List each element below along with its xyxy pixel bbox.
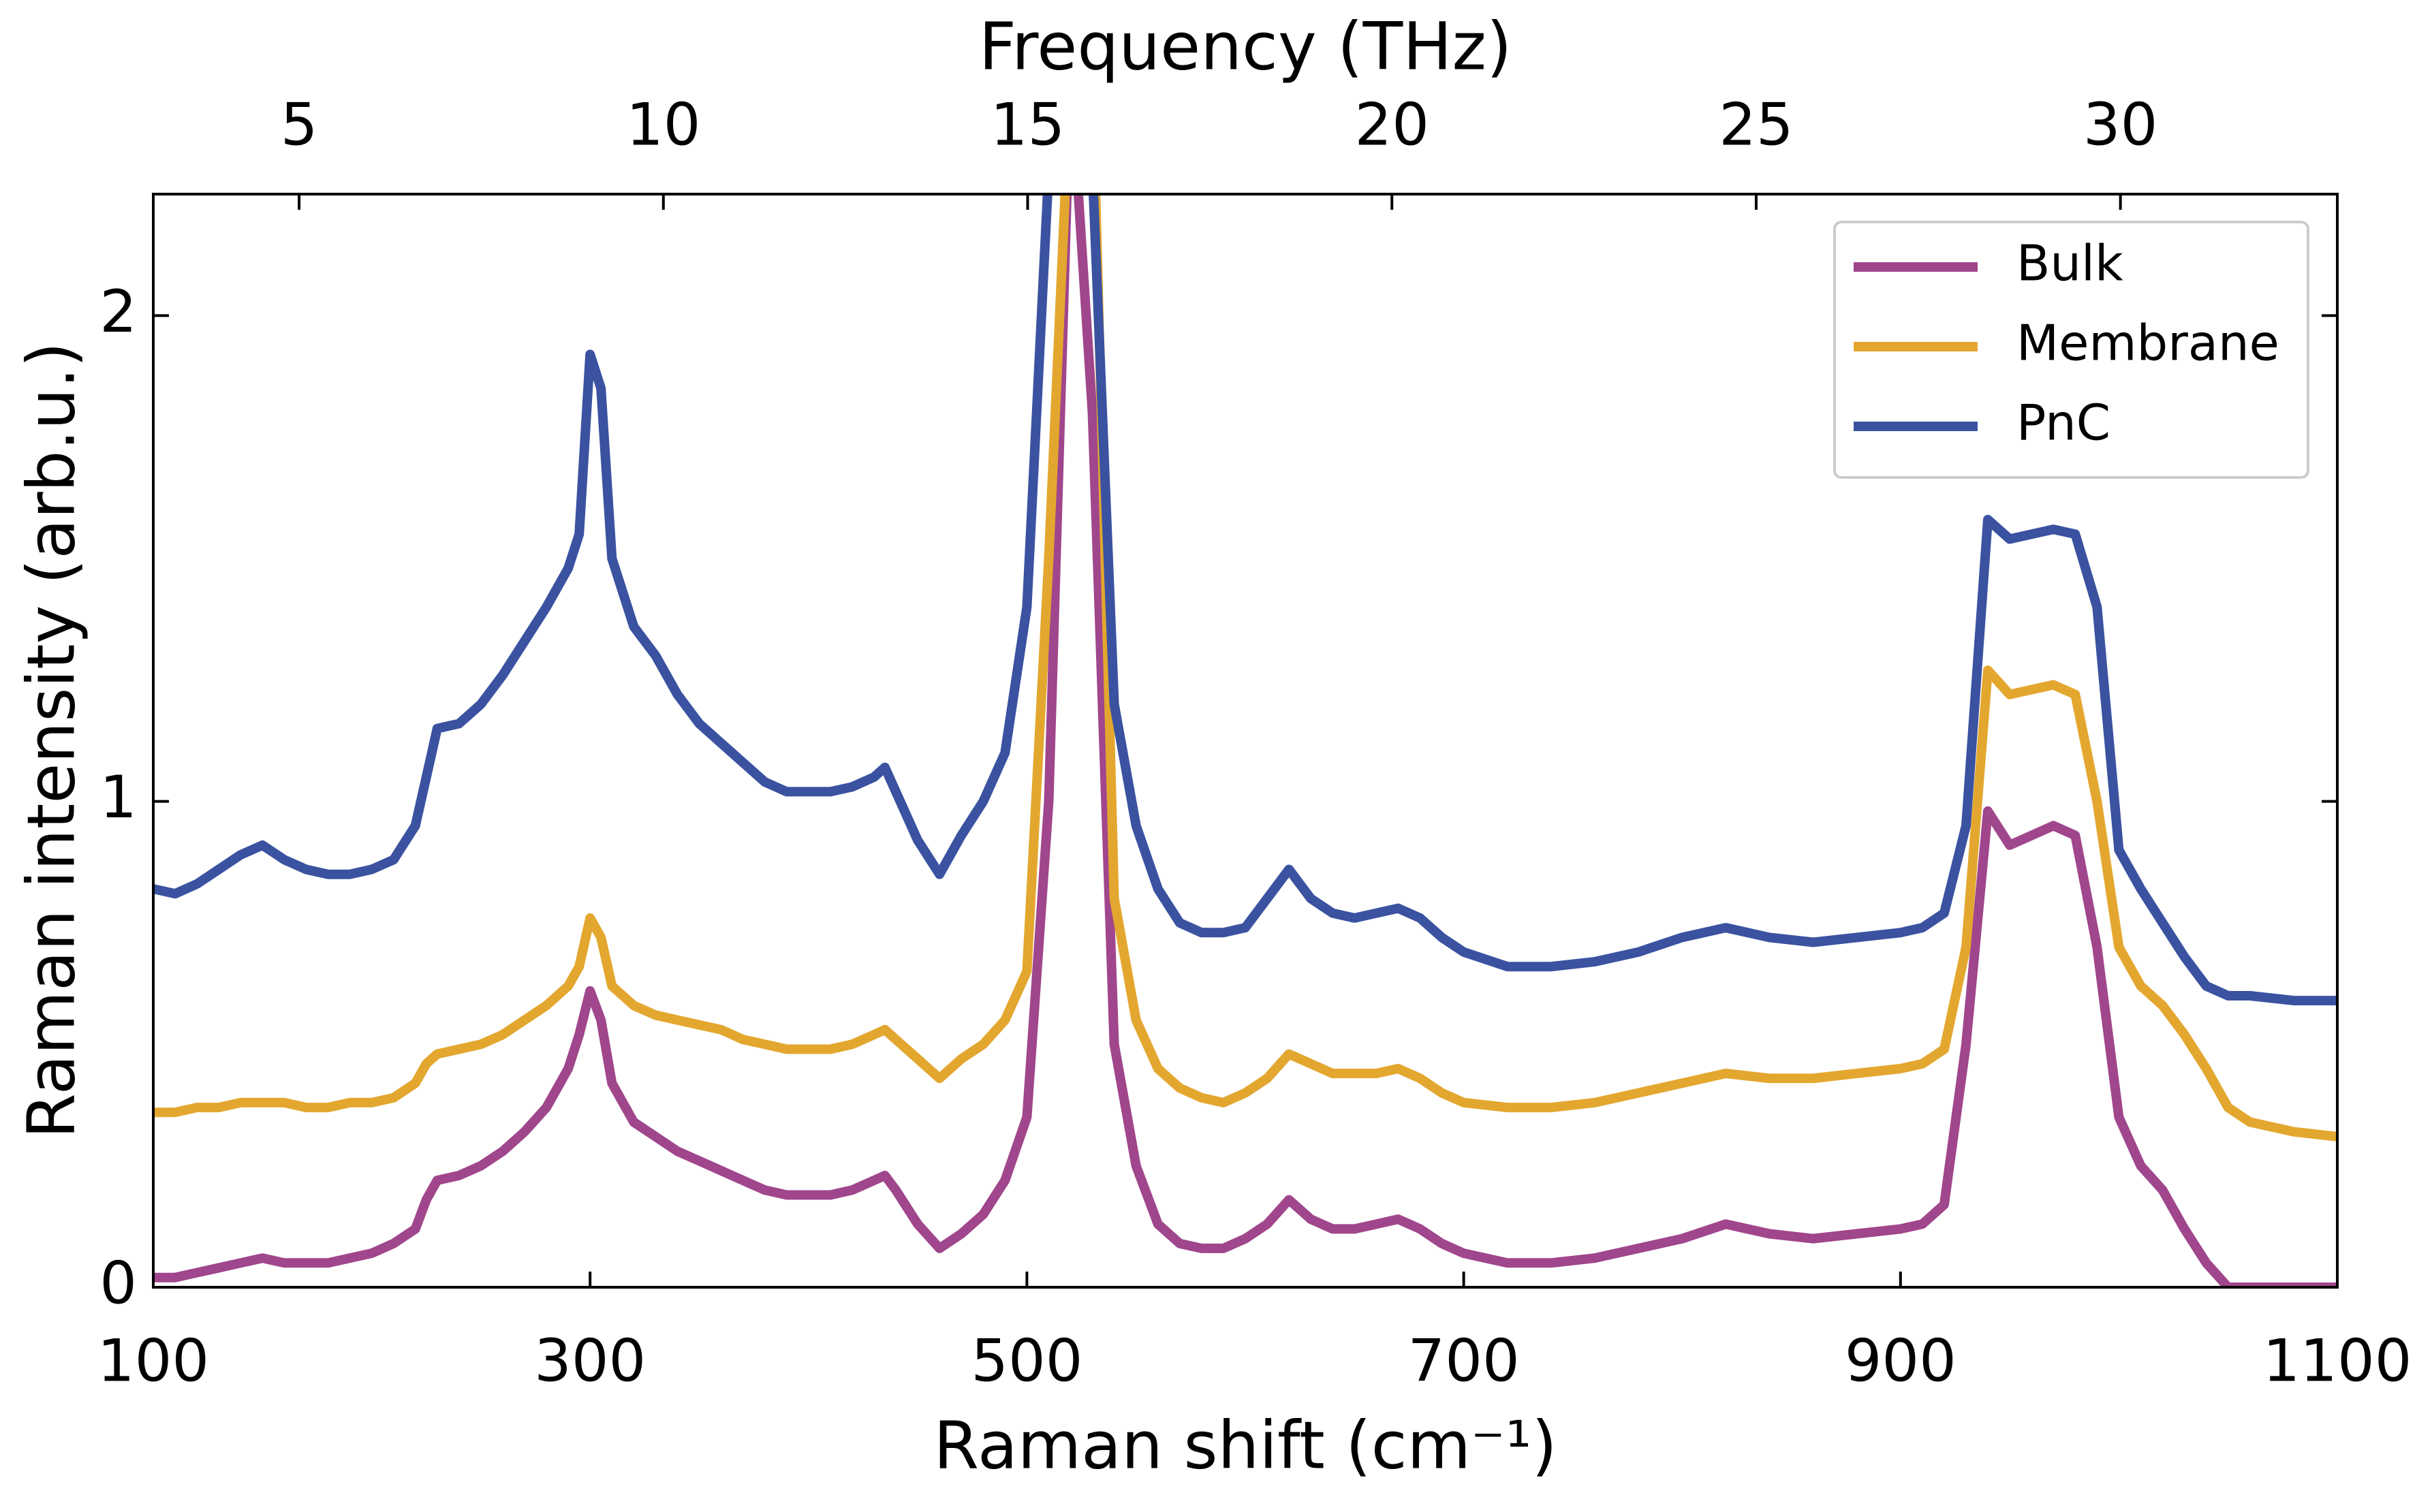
y-axis-label: Raman intensity (arb.u.) (13, 342, 89, 1139)
legend: Bulk Membrane PnC (1833, 221, 2309, 479)
x-tick-label: 100 (97, 1327, 209, 1395)
x2-tick-label: 30 (2083, 91, 2157, 159)
data-line (153, 194, 2337, 1006)
x-tick-label: 500 (971, 1327, 1082, 1395)
x-tick-label: 900 (1845, 1327, 1956, 1395)
x2-axis-label: Frequency (THz) (979, 8, 1512, 84)
x-tick-label: 1100 (2263, 1327, 2412, 1395)
plot-frame (152, 193, 2339, 1289)
legend-label: PnC (2016, 394, 2110, 452)
data-line (153, 194, 2337, 1287)
x2-tick-label: 25 (1719, 91, 1793, 159)
x2-tick-label: 10 (626, 91, 700, 159)
x2-tick-label: 15 (991, 91, 1065, 159)
y-tick-label: 2 (99, 278, 137, 346)
x2-tick-label: 5 (281, 91, 318, 159)
x-tick-label: 700 (1408, 1327, 1520, 1395)
legend-label: Membrane (2016, 315, 2279, 372)
x-axis-label: Raman shift (cm⁻¹) (933, 1407, 1557, 1483)
y-tick-label: 0 (99, 1249, 137, 1317)
data-line (153, 194, 2337, 1141)
y-tick-label: 1 (99, 763, 137, 832)
legend-label: Bulk (2016, 235, 2123, 292)
x2-tick-label: 20 (1355, 91, 1429, 159)
legend-box (1833, 221, 2309, 479)
plot-area (153, 194, 2337, 1287)
x-tick-label: 300 (534, 1327, 646, 1395)
